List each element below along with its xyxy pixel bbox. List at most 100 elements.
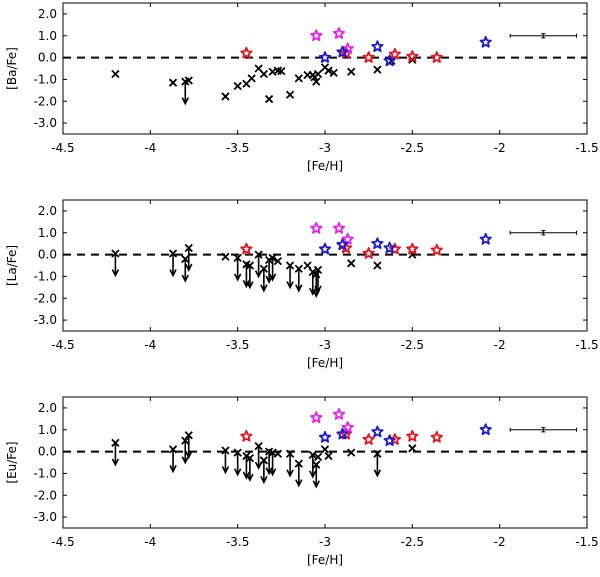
plot-frame [62,2,588,135]
data-point [479,35,492,48]
upper-limit-arrow [268,257,277,282]
data-point [383,241,396,254]
upper-limit-arrow [312,464,320,489]
x-axis-label: [Fe/H] [307,356,343,370]
upper-limit-arrow [169,253,177,278]
data-point [313,69,323,79]
data-point [221,92,230,101]
y-tick-label: -2.0 [34,488,57,502]
y-axis-label: [La/Fe] [5,245,19,286]
x-tick-label: -2.5 [401,141,424,155]
data-point [408,444,417,453]
error-bar [509,230,578,236]
data-point [308,450,317,459]
x-tick-label: -4 [144,141,156,155]
upper-limit-arrow [221,450,230,475]
data-point [371,237,384,250]
y-tick-label: -3.0 [34,313,57,327]
upper-limit-arrow [111,442,120,467]
data-point [406,429,419,442]
upper-limit-arrow [254,446,263,470]
y-tick-label: 0.0 [38,248,57,262]
upper-limit-arrow [295,268,303,293]
y-tick-label: -3.0 [34,116,57,130]
upper-limit-arrow [181,258,189,283]
plot-frame [62,396,588,529]
upper-limit-arrow [309,454,317,479]
upper-limit-arrow [169,449,177,474]
data-point [430,430,443,443]
x-tick-label: -2 [494,141,506,155]
x-tick-label: -1.5 [575,535,598,549]
data-point [273,256,282,266]
data-point [240,429,253,442]
data-point [336,238,349,251]
data-point [303,261,312,270]
data-point [184,243,193,253]
x-tick-label: -2.5 [401,535,424,549]
data-point [264,94,274,104]
upper-limit-arrow [246,458,254,482]
error-bar [509,427,578,433]
series-sample-red- [240,241,443,259]
chart-panel-2: -4.5 -4 -3.5 -3 -2.5 -2 -1.5 -3.0 -2.0 -1.0 0.0 1.0… [5,199,599,370]
upper-limit-arrow [309,272,317,296]
series-upper-limits [111,435,382,489]
data-point [245,453,255,463]
series-sample-blue- [318,232,492,255]
data-point [233,253,242,262]
data-point [362,247,375,259]
x-tick-label: -4.5 [51,141,74,155]
upper-limit-arrow [314,269,322,294]
x-tick-label: -3.5 [226,535,249,549]
data-point [336,427,349,440]
y-tick-label: 1.0 [38,29,57,43]
chart-panel-1: -4.5 -4 -3.5 -3 -2.5 -2 -1.5 -3.0 -2.0 -1.0 0.0 1.0… [5,2,599,173]
data-point [312,77,321,86]
x-tick-label: -3 [319,141,331,155]
plot-frame [62,199,588,332]
y-tick-label: 1.0 [38,226,57,240]
y-tick-label: 0.0 [38,445,57,459]
series-upper-limits [181,81,189,106]
series-sample-blue- [318,423,492,447]
series-comparison-stars [111,55,417,104]
data-point [373,261,382,270]
data-point [285,90,295,99]
x-tick-label: -4 [144,338,156,352]
data-point [332,408,346,420]
y-tick-label: 2.0 [38,204,57,218]
y-tick-label: -3.0 [34,510,57,524]
y-tick-label: -2.0 [34,94,57,108]
upper-limit-arrow [286,265,294,290]
data-point [347,448,356,457]
data-point [111,69,120,79]
y-tick-label: -1.0 [34,466,57,480]
upper-limit-arrow [242,455,251,480]
data-point [310,221,323,234]
data-point [324,451,333,461]
upper-limit-arrow [242,264,251,289]
data-point [247,74,256,83]
data-point [336,45,349,58]
y-tick-label: -1.0 [34,72,57,86]
data-point [254,250,263,259]
x-tick-label: -4.5 [51,535,74,549]
error-bar [509,33,578,39]
data-point [312,460,321,469]
data-point [277,66,286,76]
upper-limit-arrow [373,453,382,478]
data-point [362,51,375,63]
x-tick-label: -1.5 [575,338,598,352]
chart-panel-3: -4.5 -4 -3.5 -3 -2.5 -2 -1.5 -3.0 -2.0 -1.0 0.0 1.0… [5,396,599,567]
x-tick-label: -3 [319,338,331,352]
data-point [332,27,346,39]
data-point [406,242,419,255]
data-point [240,46,253,59]
data-point [294,74,303,83]
upper-limit-arrow [185,435,193,459]
series-sample-blue- [318,35,492,67]
data-point [233,81,242,91]
x-axis-label: [Fe/H] [307,553,343,567]
data-point [168,78,178,87]
